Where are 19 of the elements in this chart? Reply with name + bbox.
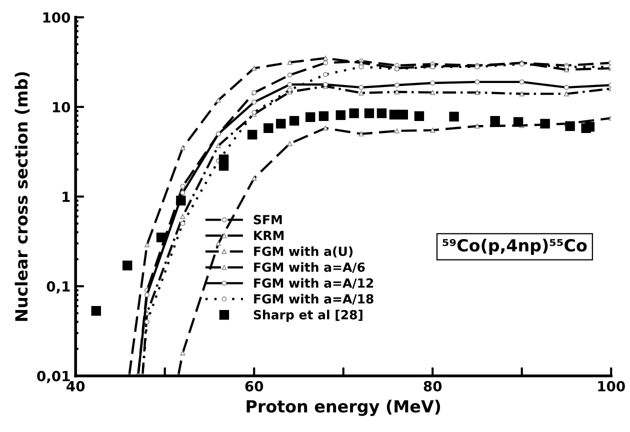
annotation: ⁵⁹Co(p,4np)⁵⁵Co <box>442 238 587 255</box>
y-tick-label: 100 <box>43 12 70 23</box>
y-tick-label: 10 <box>52 102 70 112</box>
y-tick-label: 0,1 <box>46 281 70 294</box>
legend-label: Sharp et al [28] <box>254 310 362 322</box>
y-axis-title: Nuclear cross section (mb) <box>14 72 30 321</box>
legend-label: FGM with a=A/6 <box>254 262 365 273</box>
x-tick-label: 80 <box>424 380 442 392</box>
legend-label: KRM <box>254 230 284 240</box>
y-tick-label: 0,01 <box>37 370 70 384</box>
legend-label: FGM with a=A/12 <box>254 278 374 289</box>
legend-label: FGM with a=A/18 <box>254 294 374 305</box>
x-tick-label: 100 <box>598 380 625 392</box>
legend-label: SFM <box>254 214 282 224</box>
y-tick-label: 1 <box>62 192 70 202</box>
x-tick-label: 60 <box>245 380 264 392</box>
legend-label: FGM with a(U) <box>254 246 353 258</box>
x-axis-title: Proton energy (MeV) <box>246 400 440 416</box>
x-tick-label: 40 <box>66 380 85 392</box>
